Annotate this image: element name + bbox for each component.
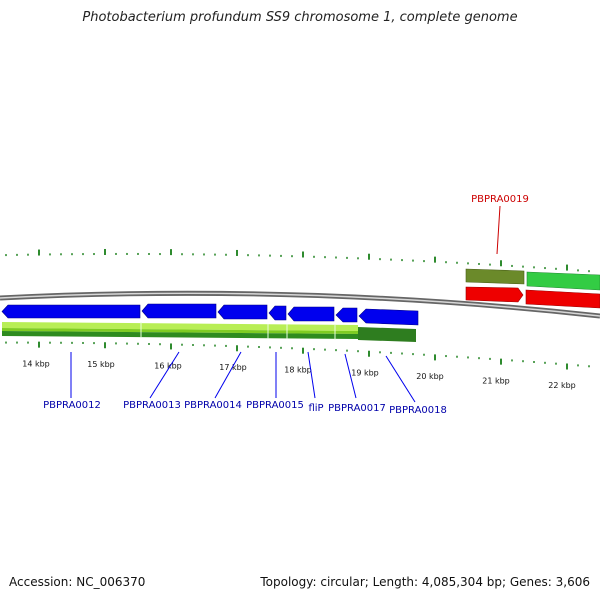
gene-arrow-fliP[interactable] bbox=[287, 306, 335, 322]
gene-arrow-PBPRA0017[interactable] bbox=[335, 307, 358, 323]
gene-label-PBPRA0013[interactable]: PBPRA0013 bbox=[123, 400, 181, 411]
kbp-label: 15 kbp bbox=[87, 360, 115, 369]
gene-arrow-PBPRA0019-cont[interactable] bbox=[525, 289, 600, 309]
gene-label-PBPRA0012[interactable]: PBPRA0012 bbox=[43, 400, 101, 411]
gene-arrow-PBPRA0015[interactable] bbox=[268, 305, 287, 321]
feature-bright-green-block bbox=[526, 271, 600, 291]
gene-label-PBPRA0018[interactable]: PBPRA0018 bbox=[389, 405, 447, 416]
gene-label-PBPRA0014[interactable]: PBPRA0014 bbox=[184, 400, 242, 411]
genome-summary-text: Topology: circular; Length: 4,085,304 bp… bbox=[260, 575, 590, 589]
kbp-label: 18 kbp bbox=[284, 365, 312, 374]
tick-track-top bbox=[5, 248, 590, 273]
gene-label-PBPRA0019[interactable]: PBPRA0019 bbox=[471, 194, 529, 205]
kbp-label: 17 kbp bbox=[219, 363, 247, 372]
kbp-label: 20 kbp bbox=[416, 372, 444, 381]
gene-arrow-PBPRA0013[interactable] bbox=[141, 303, 217, 319]
reverse-strand-track bbox=[1, 303, 419, 326]
kbp-label-track: 14 kbp 15 kbp 16 kbp 17 kbp 18 kbp 19 kbp 20 k… bbox=[22, 360, 576, 390]
accession-text: Accession: NC_006370 bbox=[9, 575, 146, 589]
feature-band-green bbox=[2, 322, 416, 342]
forward-strand-track bbox=[465, 268, 600, 309]
gene-label-PBPRA0017[interactable]: PBPRA0017 bbox=[328, 403, 386, 414]
gene-arrow-PBPRA0012[interactable] bbox=[1, 304, 141, 319]
kbp-label: 19 kbp bbox=[351, 369, 379, 378]
gene-arrow-PBPRA0018[interactable] bbox=[358, 308, 419, 326]
tick-track-bottom bbox=[5, 341, 590, 370]
gene-arrow-PBPRA0019[interactable] bbox=[465, 286, 524, 303]
gene-label-PBPRA0015[interactable]: PBPRA0015 bbox=[246, 400, 304, 411]
kbp-label: 22 kbp bbox=[548, 381, 576, 390]
gene-labels: PBPRA0012 PBPRA0013 PBPRA0014 PBPRA0015 … bbox=[43, 194, 529, 416]
kbp-label: 16 kbp bbox=[154, 361, 182, 370]
kbp-label: 21 kbp bbox=[482, 376, 510, 385]
gene-label-fliP[interactable]: fliP bbox=[308, 403, 323, 414]
feature-olive-block bbox=[465, 268, 525, 285]
kbp-label: 14 kbp bbox=[22, 360, 50, 369]
gene-arrow-PBPRA0014[interactable] bbox=[217, 304, 268, 320]
chromosome-backbone-inner bbox=[0, 292, 600, 317]
map-title: Photobacterium profundum SS9 chromosome … bbox=[82, 10, 518, 25]
